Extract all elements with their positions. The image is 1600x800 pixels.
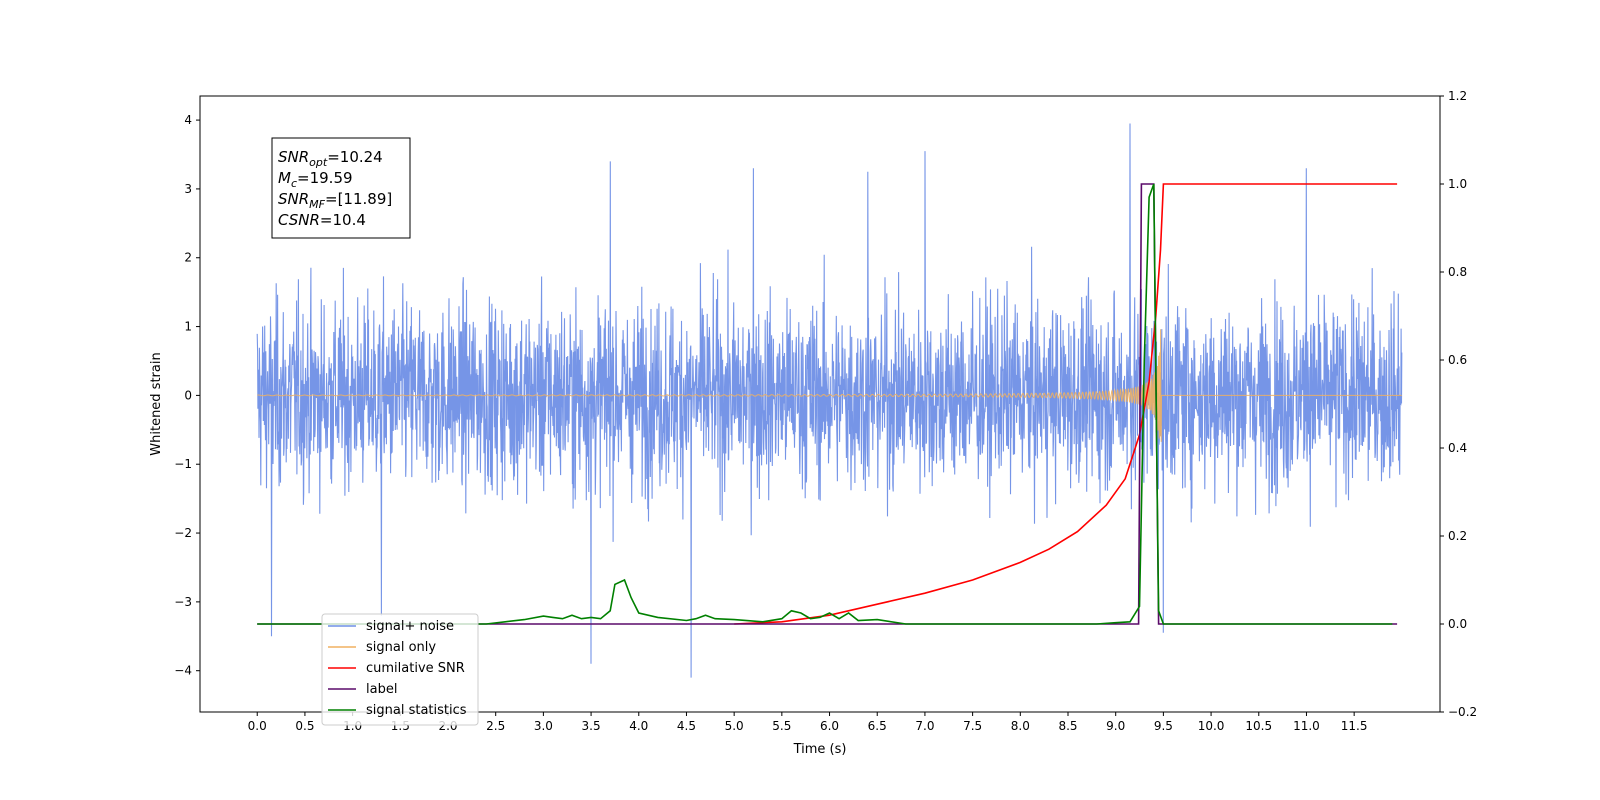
x-tick-label: 5.0 <box>725 719 744 733</box>
annotation-value: =10.24 <box>327 148 383 166</box>
x-tick-label: 9.5 <box>1154 719 1173 733</box>
legend-entry: signal only <box>366 640 436 655</box>
annotation-line: SNRMF=[11.89] <box>278 190 392 211</box>
x-tick-label: 8.5 <box>1058 719 1077 733</box>
x-axis: 0.0 0.5 1.0 1.5 2.0 2.5 3.0 3.5 4.0 4.5 5.0 5.5 6.0 6… <box>248 712 1368 733</box>
y2-tick-label: 0.6 <box>1448 353 1467 367</box>
y-tick-label: −2 <box>174 526 192 540</box>
plot-frame <box>199 95 1441 713</box>
annotation-line: SNRopt=10.24 <box>278 148 383 169</box>
x-tick-label: 10.0 <box>1198 719 1225 733</box>
y-tick-label: 3 <box>184 182 192 196</box>
legend-entry: label <box>366 682 397 697</box>
y2-tick-label: −0.2 <box>1448 705 1477 719</box>
annotation-value: =[11.89] <box>325 190 392 208</box>
legend-frame <box>321 613 479 726</box>
y2-tick-label: 0.4 <box>1448 441 1467 455</box>
x-tick-label: 7.5 <box>963 719 982 733</box>
annotation-symbol: M <box>278 169 291 187</box>
x-tick-label: 6.0 <box>820 719 839 733</box>
annotation-symbol: SNR <box>278 190 309 208</box>
series-cumulative-snr <box>734 183 1398 625</box>
y-tick-label: 4 <box>184 113 192 127</box>
x-axis-label: Time (s) <box>793 742 847 757</box>
y-axis-label: Whitened strain <box>149 352 164 455</box>
legend-entry: signal+ noise <box>366 619 454 634</box>
series-layer <box>256 123 1403 678</box>
y-tick-label: 0 <box>184 388 192 402</box>
y2-tick-label: 1.2 <box>1448 89 1467 103</box>
x-tick-label: 6.5 <box>868 719 887 733</box>
annotation-subscript: opt <box>309 156 328 169</box>
annotation-box: SNRopt=10.24Mc=19.59SNRMF=[11.89]CSNR=10… <box>271 137 411 239</box>
x-tick-label: 2.5 <box>486 719 505 733</box>
legend-entry: signal statistics <box>366 703 467 718</box>
y-axis-right: 1.2 1.0 0.8 0.6 0.4 0.2 0.0 −0.2 <box>1440 89 1477 719</box>
annotation-line: CSNR=10.4 <box>278 211 366 229</box>
y-tick-label: −4 <box>174 664 192 678</box>
y-tick-label: −1 <box>174 457 192 471</box>
series-signal-statistics <box>257 183 1393 625</box>
annotation-symbol: SNR <box>278 148 309 166</box>
x-tick-label: 9.0 <box>1106 719 1125 733</box>
annotation-value: =10.4 <box>320 211 366 229</box>
y2-tick-label: 0.8 <box>1448 265 1467 279</box>
x-tick-label: 11.5 <box>1341 719 1368 733</box>
x-tick-label: 3.0 <box>534 719 553 733</box>
x-tick-label: 3.5 <box>582 719 601 733</box>
x-tick-label: 10.5 <box>1245 719 1272 733</box>
annotation-subscript: c <box>291 177 297 190</box>
legend: signal+ noise signal only cumilative SNR la… <box>321 613 479 726</box>
y-tick-label: 2 <box>184 251 192 265</box>
series-signal-only <box>257 329 1402 442</box>
x-tick-label: 4.0 <box>629 719 648 733</box>
x-tick-label: 4.5 <box>677 719 696 733</box>
annotation-value: =19.59 <box>297 169 353 187</box>
x-tick-label: 5.5 <box>772 719 791 733</box>
y-tick-label: −3 <box>174 595 192 609</box>
annotation-symbol: CSNR <box>278 211 320 229</box>
annotation-line: Mc=19.59 <box>278 169 353 190</box>
legend-entry: cumilative SNR <box>366 661 465 676</box>
y2-tick-label: 0.0 <box>1448 617 1467 631</box>
y-axis-left: 4 3 2 1 0 −1 −2 −3 −4 <box>174 113 200 678</box>
x-tick-label: 8.0 <box>1011 719 1030 733</box>
y2-tick-label: 1.0 <box>1448 177 1467 191</box>
y2-tick-label: 0.2 <box>1448 529 1467 543</box>
annotation-frame <box>271 137 411 239</box>
annotation-subscript: MF <box>309 198 325 211</box>
x-tick-label: 7.0 <box>915 719 934 733</box>
x-tick-label: 0.0 <box>248 719 267 733</box>
x-tick-label: 11.0 <box>1293 719 1320 733</box>
x-tick-label: 0.5 <box>295 719 314 733</box>
y-tick-label: 1 <box>184 320 192 334</box>
